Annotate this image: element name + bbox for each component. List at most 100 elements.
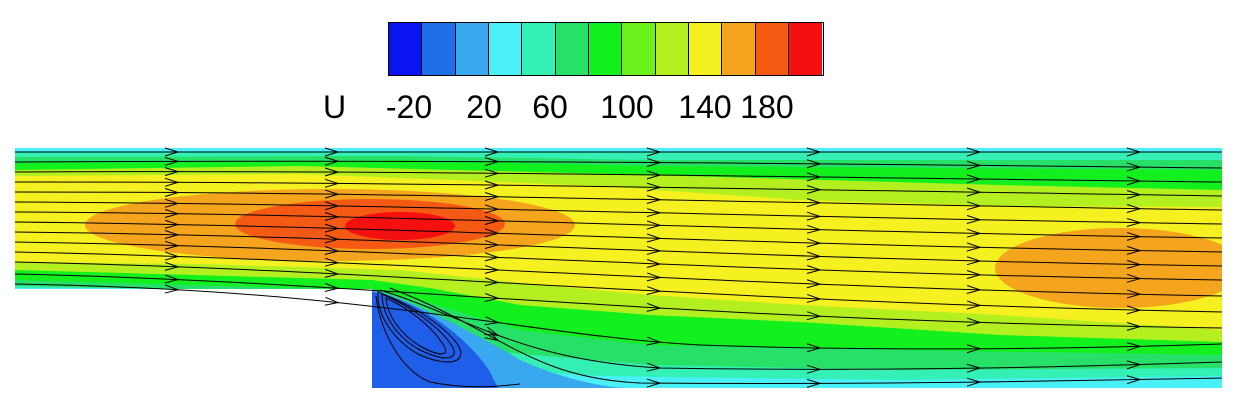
colorbar-swatch <box>589 23 623 75</box>
streamline-arrowhead <box>806 159 822 169</box>
streamline-arrowhead <box>966 160 982 170</box>
streamline-arrowhead <box>484 168 500 178</box>
colorbar-swatch <box>622 23 656 75</box>
streamline-arrowhead <box>806 251 822 261</box>
streamline-arrowhead <box>1126 321 1142 331</box>
streamline-arrowhead <box>1126 147 1142 157</box>
streamline <box>14 261 1223 313</box>
streamline-arrowhead <box>646 147 662 157</box>
streamline-arrowhead <box>324 147 340 157</box>
vortex-streamline <box>375 295 521 388</box>
colorbar-swatch <box>422 23 456 75</box>
streamline-arrowhead <box>966 201 982 211</box>
streamline <box>389 287 1223 384</box>
streamline-arrowhead <box>164 188 180 197</box>
streamline <box>14 181 1223 197</box>
streamline-arrowhead <box>484 228 500 238</box>
streamline-arrowhead <box>324 283 340 292</box>
streamline-arrowhead <box>806 343 822 353</box>
streamline <box>14 283 1223 350</box>
streamline-arrowhead <box>484 239 500 249</box>
streamline <box>14 211 1223 239</box>
streamline-arrowhead <box>806 238 822 248</box>
streamline-arrowhead <box>484 204 500 214</box>
colorbar-swatch <box>655 23 690 75</box>
streamline-arrowhead <box>806 311 822 321</box>
streamline-arrowhead <box>164 147 180 157</box>
contour-band <box>372 292 498 388</box>
streamline-arrowhead <box>1126 259 1142 269</box>
streamline-arrowhead <box>806 364 822 374</box>
streamline-arrowhead <box>484 330 500 342</box>
streamline-arrowhead <box>646 286 662 296</box>
colorbar-swatch <box>689 23 723 75</box>
streamline-arrowhead <box>806 279 822 289</box>
streamline-arrowhead <box>1126 342 1142 352</box>
streamline-arrowhead <box>646 302 662 312</box>
streamline-arrowhead <box>324 201 340 211</box>
streamline-arrowhead <box>324 167 340 177</box>
streamline-arrowhead <box>484 277 500 287</box>
streamline-arrowhead <box>164 284 180 294</box>
colorbar-tick-label: 140 <box>678 89 732 125</box>
streamline-arrowhead <box>484 316 500 326</box>
streamline-arrowhead <box>646 272 662 282</box>
colorbar-legend: U -20 20 60 100 140 180 <box>0 0 1245 130</box>
streamline-arrowhead <box>966 300 982 310</box>
contour-band <box>345 212 455 240</box>
streamline <box>14 273 1223 329</box>
streamline-arrowhead <box>966 344 982 354</box>
streamline-arrowhead <box>1126 217 1142 227</box>
streamline-arrowhead <box>966 242 982 252</box>
streamline-arrowhead <box>164 230 180 239</box>
colorbar-tick-label: 180 <box>740 89 794 125</box>
streamline-arrowhead <box>164 240 180 250</box>
streamline-arrowhead <box>1126 360 1142 370</box>
colorbar-tick-label: 100 <box>600 89 654 125</box>
streamline-arrowhead <box>1126 204 1142 213</box>
streamline-arrowhead <box>966 363 982 373</box>
streamline-arrowhead <box>164 209 180 218</box>
streamline-arrowhead <box>324 257 340 267</box>
colorbar-tick-label: -20 <box>385 89 433 125</box>
colorbar-tick-label: 60 <box>532 89 568 125</box>
streamline-arrowhead <box>484 216 500 225</box>
streamline-arrowhead <box>1126 231 1142 241</box>
colorbar-tick-label: 20 <box>466 89 502 125</box>
contour-band <box>995 228 1222 308</box>
streamline-arrowhead <box>646 170 662 180</box>
streamline <box>14 160 1223 169</box>
colorbar-swatch <box>522 23 556 75</box>
streamline-arrowhead <box>324 156 340 166</box>
contour-fill-layer <box>15 148 1222 388</box>
streamline-arrowhead <box>164 219 180 229</box>
streamline-arrowhead <box>484 252 500 262</box>
colorbar-swatch <box>555 23 590 75</box>
streamline-arrowhead <box>646 233 662 243</box>
streamline-arrowhead <box>806 211 822 221</box>
streamline-arrowhead <box>164 156 180 166</box>
streamline-arrowhead <box>966 174 982 184</box>
streamline <box>14 221 1223 253</box>
streamline-arrowhead <box>806 265 822 274</box>
streamline-arrowhead <box>484 264 500 274</box>
streamline-arrowhead <box>966 228 982 238</box>
streamline-arrowhead <box>966 215 982 224</box>
streamline-arrowhead <box>646 182 662 192</box>
streamline-arrowhead <box>324 212 340 221</box>
streamline-arrowhead <box>1126 190 1142 199</box>
streamline-arrowhead <box>646 378 662 388</box>
streamline-arrowhead <box>646 245 662 255</box>
streamline-arrowhead <box>324 189 340 199</box>
streamline-arrowhead <box>164 261 180 271</box>
streamline-layer <box>14 151 1223 388</box>
streamline-arrowhead <box>164 251 180 261</box>
streamline-arrowhead <box>806 378 822 388</box>
streamline <box>14 231 1223 267</box>
streamline-arrowhead <box>646 157 662 167</box>
colorbar-swatch <box>389 23 423 75</box>
streamline-arrowhead <box>484 147 500 157</box>
streamline <box>379 289 1223 370</box>
streamline-arrowhead <box>1126 176 1142 186</box>
